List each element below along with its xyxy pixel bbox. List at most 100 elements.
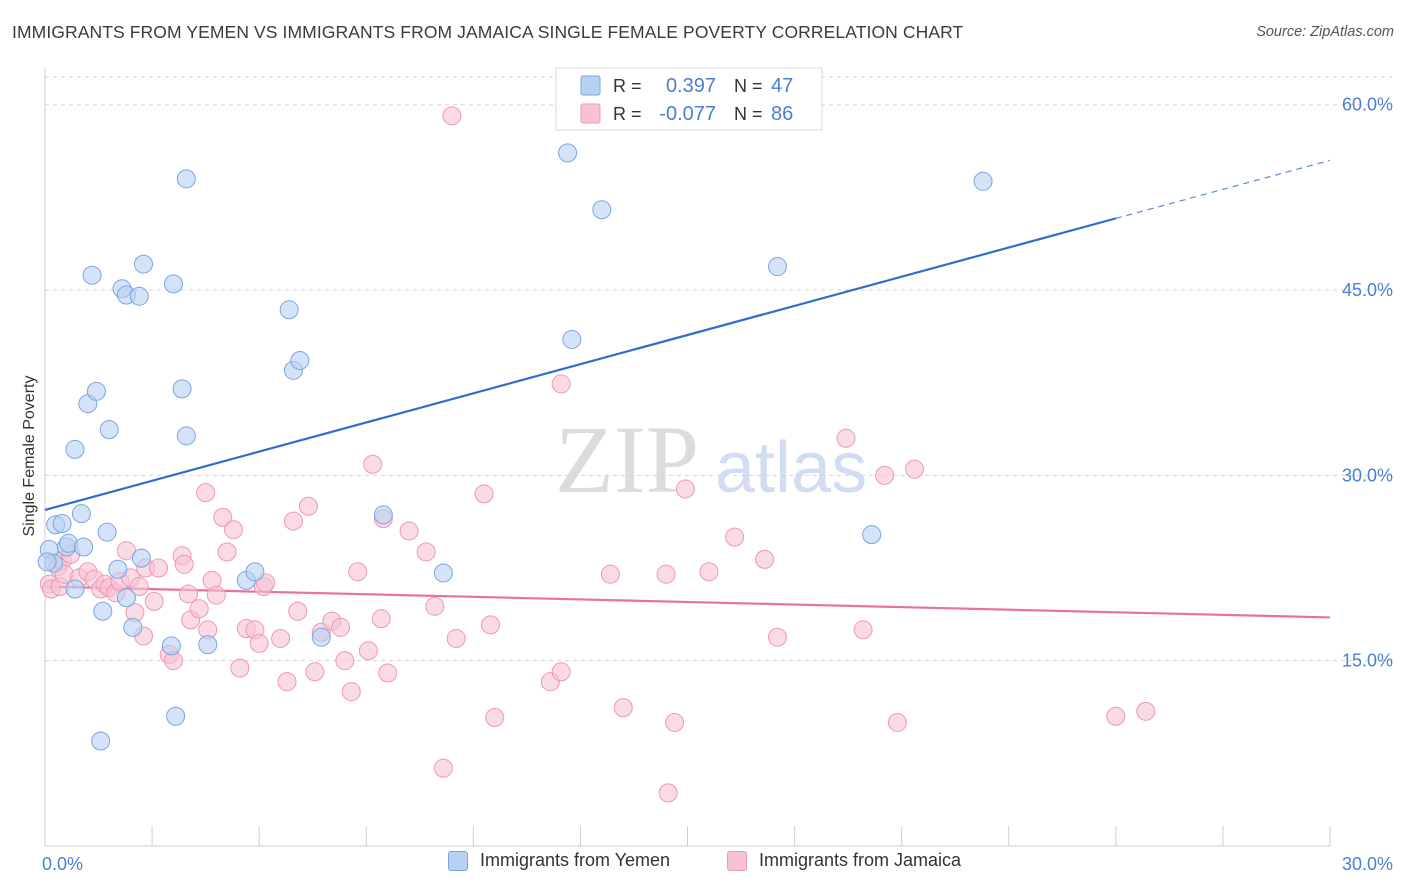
yemen-point[interactable] <box>176 426 196 446</box>
yemen-point[interactable] <box>37 552 57 572</box>
jamaica-point[interactable] <box>305 662 325 682</box>
stats-swatch-yemen <box>580 75 601 96</box>
yemen-point[interactable] <box>172 379 192 399</box>
trendline-yemen-extended <box>1115 159 1331 219</box>
jamaica-point[interactable] <box>335 651 355 671</box>
yemen-point[interactable] <box>91 731 111 751</box>
yemen-point[interactable] <box>290 350 310 370</box>
yemen-point[interactable] <box>767 257 787 277</box>
yemen-point[interactable] <box>245 562 265 582</box>
yemen-point[interactable] <box>562 329 582 349</box>
yemen-point[interactable] <box>558 143 578 163</box>
jamaica-point[interactable] <box>836 428 856 448</box>
yemen-point[interactable] <box>65 579 85 599</box>
jamaica-point[interactable] <box>298 496 318 516</box>
jamaica-point[interactable] <box>1136 701 1156 721</box>
yemen-point[interactable] <box>97 522 117 542</box>
jamaica-point[interactable] <box>341 682 361 702</box>
yemen-point[interactable] <box>311 627 331 647</box>
jamaica-point[interactable] <box>853 620 873 640</box>
yemen-point[interactable] <box>592 200 612 220</box>
jamaica-point[interactable] <box>144 591 164 611</box>
yemen-point[interactable] <box>129 286 149 306</box>
yemen-point[interactable] <box>279 300 299 320</box>
jamaica-point[interactable] <box>288 601 308 621</box>
jamaica-point[interactable] <box>271 628 291 648</box>
jamaica-point[interactable] <box>230 658 250 678</box>
yemen-point[interactable] <box>52 514 72 534</box>
jamaica-point[interactable] <box>213 507 233 527</box>
jamaica-point[interactable] <box>767 627 787 647</box>
yemen-point[interactable] <box>116 588 136 608</box>
jamaica-point[interactable] <box>283 511 303 531</box>
jamaica-point[interactable] <box>1106 706 1126 726</box>
jamaica-point[interactable] <box>485 708 505 728</box>
yemen-point[interactable] <box>86 381 106 401</box>
jamaica-point[interactable] <box>399 521 419 541</box>
jamaica-point[interactable] <box>725 527 745 547</box>
yemen-point[interactable] <box>862 525 882 545</box>
yemen-point[interactable] <box>74 537 94 557</box>
jamaica-point[interactable] <box>249 633 269 653</box>
yemen-point[interactable] <box>131 548 151 568</box>
jamaica-point[interactable] <box>348 562 368 582</box>
yemen-point[interactable] <box>161 636 181 656</box>
jamaica-point[interactable] <box>600 564 620 584</box>
jamaica-point[interactable] <box>887 712 907 732</box>
jamaica-point[interactable] <box>474 484 494 504</box>
jamaica-point[interactable] <box>551 662 571 682</box>
yemen-point[interactable] <box>164 274 183 294</box>
jamaica-point[interactable] <box>480 615 500 635</box>
jamaica-point[interactable] <box>658 783 678 803</box>
jamaica-point[interactable] <box>551 374 571 394</box>
jamaica-point[interactable] <box>277 672 297 692</box>
jamaica-point[interactable] <box>613 698 633 718</box>
jamaica-point[interactable] <box>442 106 462 126</box>
stats-n-label: N = <box>734 104 763 124</box>
jamaica-point[interactable] <box>116 541 136 561</box>
yemen-point[interactable] <box>176 169 196 189</box>
jamaica-point[interactable] <box>446 628 466 648</box>
jamaica-point[interactable] <box>656 564 676 584</box>
yemen-point[interactable] <box>166 706 186 726</box>
jamaica-point[interactable] <box>665 712 685 732</box>
jamaica-point[interactable] <box>178 584 198 604</box>
jamaica-point[interactable] <box>371 609 391 629</box>
jamaica-point[interactable] <box>129 577 149 597</box>
jamaica-point[interactable] <box>174 554 194 574</box>
jamaica-point[interactable] <box>217 542 237 562</box>
jamaica-point[interactable] <box>149 558 169 578</box>
jamaica-point[interactable] <box>905 459 925 479</box>
jamaica-point[interactable] <box>223 520 243 540</box>
jamaica-point[interactable] <box>675 479 695 499</box>
yemen-point[interactable] <box>93 601 113 621</box>
legend-item-yemen[interactable]: Immigrants from Yemen <box>448 850 670 871</box>
jamaica-point[interactable] <box>358 641 378 661</box>
jamaica-point[interactable] <box>875 465 895 485</box>
legend-label-yemen: Immigrants from Yemen <box>480 850 671 870</box>
legend-item-jamaica[interactable]: Immigrants from Jamaica <box>727 850 961 871</box>
yemen-point[interactable] <box>71 504 91 524</box>
jamaica-point[interactable] <box>206 585 226 605</box>
yemen-point[interactable] <box>198 635 218 655</box>
jamaica-point[interactable] <box>378 663 398 683</box>
yemen-point[interactable] <box>108 559 128 579</box>
jamaica-point[interactable] <box>425 596 445 616</box>
yemen-point[interactable] <box>99 420 119 440</box>
jamaica-point[interactable] <box>363 454 383 474</box>
jamaica-point[interactable] <box>755 549 775 569</box>
jamaica-point[interactable] <box>699 562 719 582</box>
jamaica-point[interactable] <box>331 617 351 637</box>
jamaica-point[interactable] <box>433 758 453 778</box>
jamaica-point[interactable] <box>416 542 436 562</box>
yemen-point[interactable] <box>373 505 393 525</box>
jamaica-point[interactable] <box>196 483 216 503</box>
yemen-point[interactable] <box>134 254 154 274</box>
yemen-point[interactable] <box>82 265 102 285</box>
jamaica-point[interactable] <box>189 599 209 619</box>
yemen-point[interactable] <box>973 171 993 191</box>
yemen-point[interactable] <box>65 439 85 459</box>
yemen-point[interactable] <box>123 617 143 637</box>
yemen-point[interactable] <box>433 563 453 583</box>
